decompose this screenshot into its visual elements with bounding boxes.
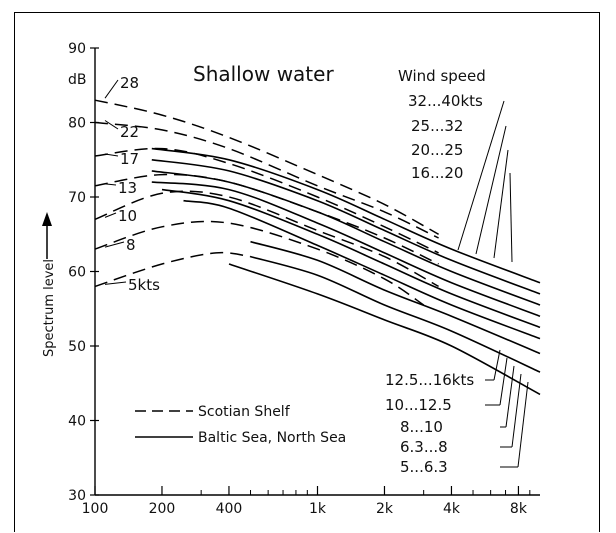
y-axis-arrow bbox=[42, 212, 52, 259]
right-bottom-leader-v bbox=[511, 373, 522, 448]
left-label-leader bbox=[104, 281, 127, 285]
series-line-baltic-14 bbox=[250, 255, 541, 373]
series-line-baltic-8 bbox=[151, 159, 541, 295]
right-bottom-label: 12.5...16kts bbox=[385, 371, 474, 389]
series-line-scotian-2 bbox=[94, 147, 439, 254]
figure-frame bbox=[14, 12, 600, 532]
right-top-label: 32...40kts bbox=[408, 92, 483, 110]
axes-group: 30 40 50 60 70 80 90 100 200 400 1k 2k 4k 8k bbox=[68, 41, 540, 517]
left-label-leader bbox=[104, 153, 119, 157]
right-top-leader bbox=[475, 125, 507, 255]
x-tick-label: 2k bbox=[376, 501, 394, 517]
y-tick-label: 70 bbox=[68, 190, 86, 206]
right-top-label: 16...20 bbox=[411, 164, 463, 182]
curves-group bbox=[94, 99, 541, 396]
series-line-baltic-12 bbox=[183, 199, 541, 340]
series-line-scotian-4 bbox=[94, 190, 439, 288]
left-label-leader bbox=[104, 183, 117, 186]
labels-group: 28 22 17 13 10 8 5kts 32...40kts 25...32 20...25 1… bbox=[104, 74, 529, 476]
right-top-leader bbox=[457, 100, 505, 251]
series-line-scotian-6 bbox=[94, 251, 251, 288]
x-tick-label: 400 bbox=[216, 501, 243, 517]
right-bottom-label: 8...10 bbox=[400, 418, 443, 436]
right-bottom-leader-v bbox=[517, 381, 529, 468]
right-top-label: 20...25 bbox=[411, 141, 463, 159]
x-tick-label: 8k bbox=[510, 501, 528, 517]
right-bottom-label: 10...12.5 bbox=[385, 396, 452, 414]
y-unit-label: dB bbox=[68, 72, 87, 88]
x-tick-label: 200 bbox=[149, 501, 176, 517]
left-label: 13 bbox=[118, 179, 137, 197]
series-line-baltic-10 bbox=[151, 181, 541, 317]
legend-scotian-shelf: Scotian Shelf bbox=[198, 404, 291, 420]
series-line-baltic-13 bbox=[250, 240, 541, 355]
series-line-baltic-7 bbox=[151, 147, 541, 284]
left-label: 28 bbox=[120, 74, 139, 92]
right-top-leader bbox=[493, 149, 509, 259]
left-label-leader bbox=[104, 79, 119, 99]
legend-baltic-north-sea: Baltic Sea, North Sea bbox=[198, 430, 346, 446]
right-top-leader bbox=[509, 172, 513, 263]
x-tick-label: 100 bbox=[82, 501, 109, 517]
y-tick-label: 30 bbox=[68, 488, 86, 504]
y-tick-label: 40 bbox=[68, 414, 86, 430]
right-top-label: 25...32 bbox=[411, 117, 463, 135]
right-bottom-leader-v bbox=[505, 365, 515, 428]
x-tick-label: 1k bbox=[309, 501, 327, 517]
x-tick-label: 4k bbox=[443, 501, 461, 517]
chart-title: Shallow water bbox=[193, 62, 334, 86]
legend: Scotian Shelf Baltic Sea, North Sea bbox=[135, 404, 346, 446]
y-axis-label: Spectrum level bbox=[42, 259, 57, 357]
right-bottom-leader-v bbox=[499, 357, 508, 406]
left-label-leader bbox=[104, 241, 125, 248]
right-bottom-leader-v bbox=[493, 349, 501, 381]
series-line-scotian-1 bbox=[94, 121, 439, 239]
y-tick-label: 60 bbox=[68, 265, 86, 281]
left-label: 10 bbox=[118, 207, 137, 225]
left-label: 22 bbox=[120, 123, 139, 141]
left-label-leader bbox=[104, 120, 119, 130]
y-tick-label: 90 bbox=[68, 41, 86, 57]
left-label: 8 bbox=[126, 236, 136, 254]
left-label: 17 bbox=[120, 150, 139, 168]
series-line-baltic-15 bbox=[228, 263, 541, 396]
series-line-scotian-0 bbox=[94, 99, 439, 235]
wind-speed-heading: Wind speed bbox=[398, 67, 486, 85]
y-tick-label: 80 bbox=[68, 116, 86, 132]
series-line-baltic-11 bbox=[161, 188, 541, 329]
series-line-scotian-3 bbox=[94, 173, 439, 265]
series-line-baltic-9 bbox=[151, 170, 541, 306]
left-label-leader bbox=[104, 212, 117, 218]
right-bottom-label: 6.3...8 bbox=[400, 438, 448, 456]
left-label: 5kts bbox=[128, 276, 160, 294]
right-bottom-label: 5...6.3 bbox=[400, 458, 448, 476]
y-tick-label: 50 bbox=[68, 339, 86, 355]
series-line-scotian-5 bbox=[94, 220, 425, 306]
